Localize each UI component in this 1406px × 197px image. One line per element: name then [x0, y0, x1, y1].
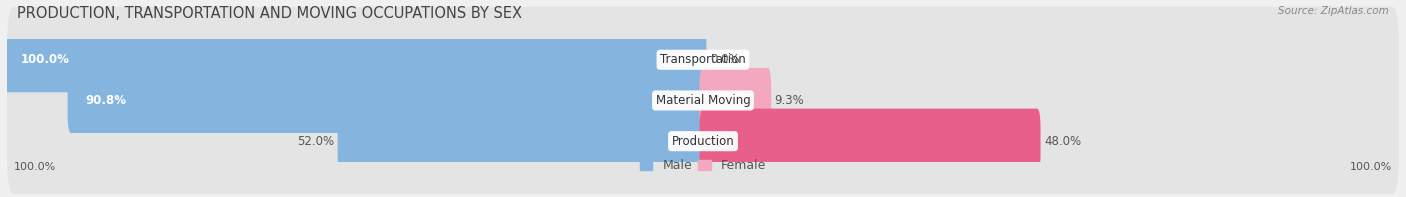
- FancyBboxPatch shape: [7, 47, 1399, 153]
- Text: 52.0%: 52.0%: [297, 135, 335, 148]
- Text: 100.0%: 100.0%: [14, 162, 56, 172]
- Text: 100.0%: 100.0%: [1350, 162, 1392, 172]
- FancyBboxPatch shape: [4, 27, 706, 92]
- Text: PRODUCTION, TRANSPORTATION AND MOVING OCCUPATIONS BY SEX: PRODUCTION, TRANSPORTATION AND MOVING OC…: [17, 6, 522, 21]
- FancyBboxPatch shape: [337, 109, 706, 174]
- Text: Source: ZipAtlas.com: Source: ZipAtlas.com: [1278, 6, 1389, 16]
- FancyBboxPatch shape: [700, 109, 1040, 174]
- FancyBboxPatch shape: [7, 7, 1399, 113]
- FancyBboxPatch shape: [67, 68, 706, 133]
- Text: Production: Production: [672, 135, 734, 148]
- Text: 100.0%: 100.0%: [21, 53, 70, 66]
- Legend: Male, Female: Male, Female: [636, 154, 770, 177]
- Text: 48.0%: 48.0%: [1045, 135, 1081, 148]
- FancyBboxPatch shape: [7, 88, 1399, 194]
- FancyBboxPatch shape: [700, 68, 772, 133]
- Text: Transportation: Transportation: [661, 53, 745, 66]
- Text: Material Moving: Material Moving: [655, 94, 751, 107]
- Text: 0.0%: 0.0%: [710, 53, 740, 66]
- Text: 9.3%: 9.3%: [775, 94, 804, 107]
- Text: 90.8%: 90.8%: [84, 94, 127, 107]
